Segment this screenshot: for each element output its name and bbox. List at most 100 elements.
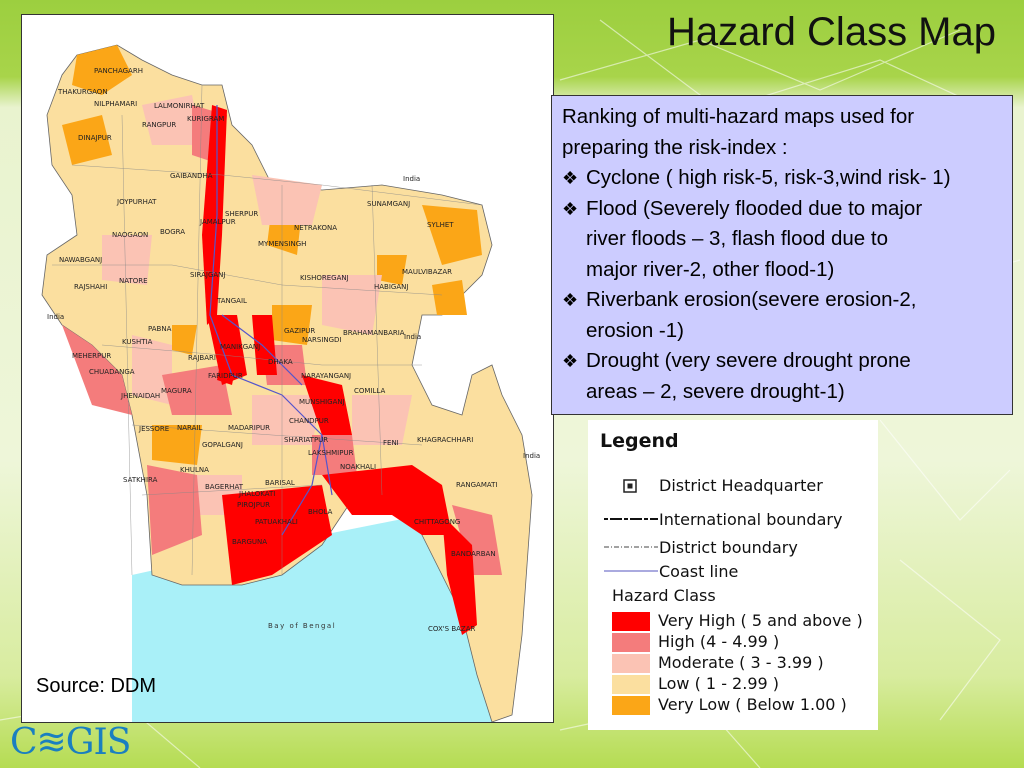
hazard-map: PANCHAGARH THAKURGAON NILPHAMARI LALMONI… [21, 14, 554, 723]
swatch-moderate [612, 654, 650, 673]
label-joypurhat: JOYPURHAT [116, 198, 157, 206]
ranking-line: areas – 2, severe drought-1) [586, 379, 845, 403]
label-brahamanbaria: BRAHAMANBARIA [343, 329, 405, 337]
legend-class-very-low: Very Low ( Below 1.00 ) [658, 695, 847, 714]
label-mymensingh: MYMENSINGH [258, 240, 306, 248]
label-faridpur: FARIDPUR [208, 372, 243, 380]
label-india-west: India [47, 313, 64, 321]
label-india-east: India [404, 333, 421, 341]
label-bagerhat: BAGERHAT [205, 483, 244, 491]
label-sherpur: SHERPUR [225, 210, 258, 218]
slide-title: Hazard Class Map [666, 10, 996, 54]
label-kishoreganj: KISHOREGANJ [300, 274, 349, 282]
swatch-high [612, 633, 650, 652]
label-kushtia: KUSHTIA [122, 338, 153, 346]
label-jamalpur: JAMALPUR [199, 218, 236, 226]
ranking-line: Flood (Severely flooded due to major [586, 196, 923, 220]
ranking-item-flood: ❖ Flood (Severely flooded due to major r… [562, 194, 1002, 286]
ranking-line: Riverbank erosion(severe erosion-2, [586, 288, 917, 311]
label-chuadanga: CHUADANGA [89, 368, 135, 376]
map-canvas: PANCHAGARH THAKURGAON NILPHAMARI LALMONI… [41, 44, 540, 722]
ranking-info-box: Ranking of multi-hazard maps used for pr… [551, 95, 1013, 415]
ranking-item-drought: ❖ Drought (very severe drought prone are… [562, 346, 1002, 407]
swatch-low [612, 675, 650, 694]
label-feni: FENI [383, 439, 399, 447]
district-hq-icon [623, 479, 637, 493]
label-satkhira: SATKHIRA [123, 476, 158, 484]
label-comilla: COMILLA [354, 387, 385, 395]
label-bhola: BHOLA [308, 508, 333, 516]
ranking-line: Cyclone ( high risk-5, risk-3,wind risk-… [586, 166, 951, 189]
diamond-bullet-icon: ❖ [562, 290, 579, 310]
legend-label-coast-line: Coast line [659, 562, 739, 581]
label-meherpur: MEHERPUR [72, 352, 111, 360]
label-nawabganj: NAWABGANJ [59, 256, 102, 264]
label-coxs-bazar: COX'S BAZAR [428, 625, 476, 633]
label-bandarban: BANDARBAN [451, 550, 496, 558]
legend-class-low: Low ( 1 - 2.99 ) [658, 674, 779, 693]
label-gazipur: GAZIPUR [284, 327, 315, 335]
intl-boundary-line-icon [604, 518, 658, 520]
label-natore: NATORE [119, 277, 148, 285]
legend-label-district-hq: District Headquarter [659, 476, 823, 495]
label-netrakona: NETRAKONA [294, 224, 337, 232]
label-sylhet: SYLHET [427, 221, 454, 229]
label-narail: NARAIL [177, 424, 202, 432]
label-rajshahi: RAJSHAHI [74, 283, 107, 291]
label-maulvibazar: MAULVIBAZAR [402, 268, 452, 276]
label-manikganj: MANIKGANJ [220, 343, 260, 351]
district-boundary-line-icon [604, 546, 658, 548]
label-chandpur: CHANDPUR [289, 417, 329, 425]
info-intro-line1: Ranking of multi-hazard maps used for [562, 105, 915, 128]
label-chittagong: CHITTAGONG [414, 518, 460, 526]
ranking-line: Drought (very severe drought prone [586, 349, 911, 372]
label-shariatpur: SHARIATPUR [284, 436, 328, 444]
ranking-list: ❖ Cyclone ( high risk-5, risk-3,wind ris… [562, 163, 1002, 407]
label-gopalganj: GOPALGANJ [202, 441, 243, 449]
label-madaripur: MADARIPUR [228, 424, 270, 432]
label-india-north: India [403, 175, 420, 183]
label-noakhali: NOAKHALI [340, 463, 376, 471]
legend-label-intl-boundary: International boundary [659, 510, 843, 529]
label-lakshmipur: LAKSHMIPUR [308, 449, 354, 457]
map-legend: Legend District Headquarter Internationa… [588, 420, 878, 730]
label-sirajganj: SIRAJGANJ [190, 271, 225, 279]
cegis-logo: C≋GIS [10, 722, 131, 763]
rivers [209, 105, 333, 536]
district-boundaries [52, 84, 483, 576]
label-dinajpur: DINAJPUR [78, 134, 112, 142]
very-low-zones [62, 45, 482, 465]
legend-class-moderate: Moderate ( 3 - 3.99 ) [658, 653, 824, 672]
label-bogra: BOGRA [160, 228, 185, 236]
ranking-item-riverbank-erosion: ❖ Riverbank erosion(severe erosion-2, er… [562, 285, 1002, 346]
label-patuakhali: PATUAKHALI [255, 518, 298, 526]
label-tangail: TANGAIL [216, 297, 247, 305]
very-high-zones [202, 105, 477, 635]
label-rangamati: RANGAMATI [456, 481, 497, 489]
label-india-southeast: India [523, 452, 540, 460]
coast-line-icon [604, 570, 658, 572]
legend-label-district-boundary: District boundary [659, 538, 798, 557]
label-khulna: KHULNA [180, 466, 209, 474]
ranking-line: river floods – 3, flash flood due to [586, 227, 888, 250]
label-sunamganj: SUNAMGANJ [367, 200, 410, 208]
label-barguna: BARGUNA [232, 538, 267, 546]
label-rangpur: RANGPUR [142, 121, 176, 129]
label-habiganj: HABIGANJ [374, 283, 408, 291]
label-thakurgaon: THAKURGAON [57, 88, 108, 96]
label-jhalokati: JHALOKATI [238, 490, 275, 498]
label-narsingdi: NARSINGDI [302, 336, 342, 344]
legend-title: Legend [600, 430, 679, 452]
label-kurigram: KURIGRAM [187, 115, 224, 123]
label-bay-of-bengal: Bay of Bengal [268, 622, 336, 630]
diamond-bullet-icon: ❖ [562, 351, 579, 371]
label-magura: MAGURA [161, 387, 192, 395]
legend-hazard-class-title: Hazard Class [612, 586, 716, 605]
label-barisal: BARISAL [265, 479, 295, 487]
label-pirojpur: PIROJPUR [237, 501, 270, 509]
label-narayanganj: NARAYANGANJ [301, 372, 351, 380]
label-lalmonirhat: LALMONIRHAT [154, 102, 205, 110]
label-panchagarh: PANCHAGARH [94, 67, 143, 75]
label-jhenaidah: JHENAIDAH [120, 392, 160, 400]
label-pabna: PABNA [148, 325, 172, 333]
